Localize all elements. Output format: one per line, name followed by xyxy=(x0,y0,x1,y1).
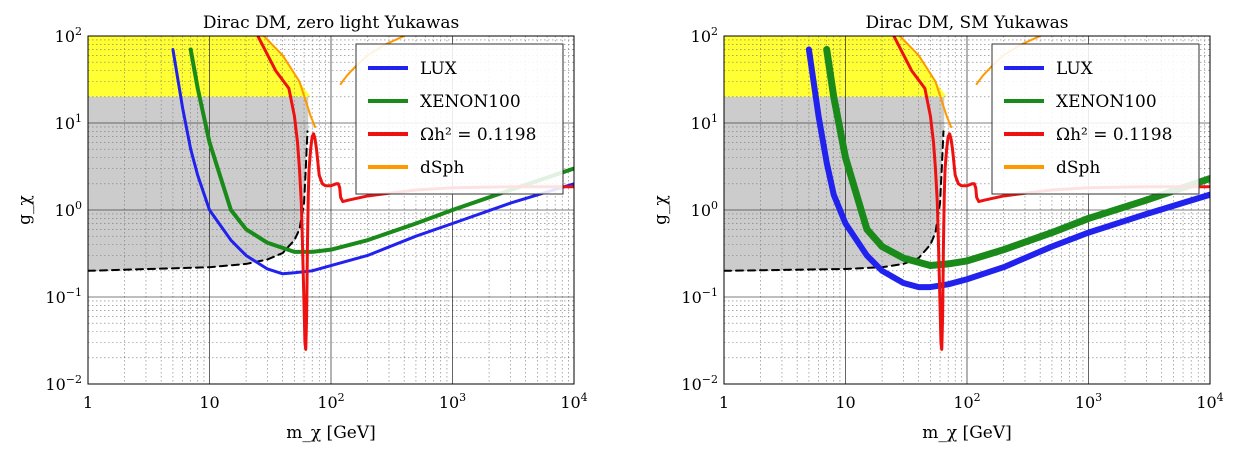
x-tick-label: 1 xyxy=(719,393,729,412)
series-line--h-0-1198 xyxy=(892,36,1210,351)
legend: LUX XENON100 Ωh² = 0.1198 dSph xyxy=(355,43,564,195)
series-line-dsph xyxy=(898,36,953,128)
legend-label: XENON100 xyxy=(1056,92,1157,112)
y-tick-label: 10−2 xyxy=(45,373,82,394)
plot-frame xyxy=(723,35,1211,385)
series-line-dsph xyxy=(262,36,317,128)
chart-panel-2: 1 10 102 103 104 10−2 10−1 100 101 102 Dirac DM, S… xyxy=(651,13,1224,443)
y-axis-label: g_χ xyxy=(15,195,35,225)
x-axis-label: m_χ [GeV] xyxy=(922,423,1012,443)
y-tick-label: 101 xyxy=(55,112,82,133)
plot-area xyxy=(88,36,574,384)
legend: LUX XENON100 Ωh² = 0.1198 dSph xyxy=(991,43,1200,195)
legend-label: Ωh² = 0.1198 xyxy=(420,125,536,145)
x-tick-label: 104 xyxy=(560,391,587,412)
chart-title: Dirac DM, SM Yukawas xyxy=(865,13,1068,33)
y-tick-label: 101 xyxy=(691,112,718,133)
legend-label: dSph xyxy=(1056,158,1100,178)
x-axis-label: m_χ [GeV] xyxy=(286,423,376,443)
legend-label: XENON100 xyxy=(420,92,521,112)
x-tick-label: 103 xyxy=(1075,391,1102,412)
series-line-lux xyxy=(805,46,1210,291)
y-tick-label: 100 xyxy=(691,199,718,220)
y-tick-label: 102 xyxy=(55,25,82,46)
legend-label: LUX xyxy=(1056,59,1094,79)
x-tick-label: 103 xyxy=(439,391,466,412)
y-tick-label: 10−2 xyxy=(681,373,718,394)
x-tick-label: 102 xyxy=(317,391,344,412)
excluded-region-yellow xyxy=(724,36,947,97)
y-tick-label: 10−1 xyxy=(681,286,718,307)
legend-label: dSph xyxy=(420,158,464,178)
x-tick-label: 10 xyxy=(835,393,855,412)
plot-frame xyxy=(87,35,575,385)
x-tick-label: 1 xyxy=(83,393,93,412)
y-tick-label: 102 xyxy=(691,25,718,46)
excluded-region-yellow xyxy=(88,36,311,97)
y-tick-label: 100 xyxy=(55,199,82,220)
plot-area xyxy=(724,36,1210,384)
x-tick-label: 10 xyxy=(199,393,219,412)
x-tick-label: 104 xyxy=(1196,391,1223,412)
chart-panel-1: 1 10 102 103 104 10−2 10−1 100 101 102 Dirac DM, z… xyxy=(15,13,588,443)
series-line--h-0-1198 xyxy=(256,36,574,351)
dashed-boundary-curve xyxy=(88,130,309,272)
legend-label: Ωh² = 0.1198 xyxy=(1056,125,1172,145)
legend-label: LUX xyxy=(420,59,458,79)
y-tick-label: 10−1 xyxy=(45,286,82,307)
chart-title: Dirac DM, zero light Yukawas xyxy=(203,13,459,33)
dashed-boundary-curve xyxy=(724,130,945,272)
y-axis-label: g_χ xyxy=(651,195,671,225)
series-line-lux xyxy=(171,47,574,276)
excluded-region-gray xyxy=(88,96,309,271)
x-tick-label: 102 xyxy=(953,391,980,412)
